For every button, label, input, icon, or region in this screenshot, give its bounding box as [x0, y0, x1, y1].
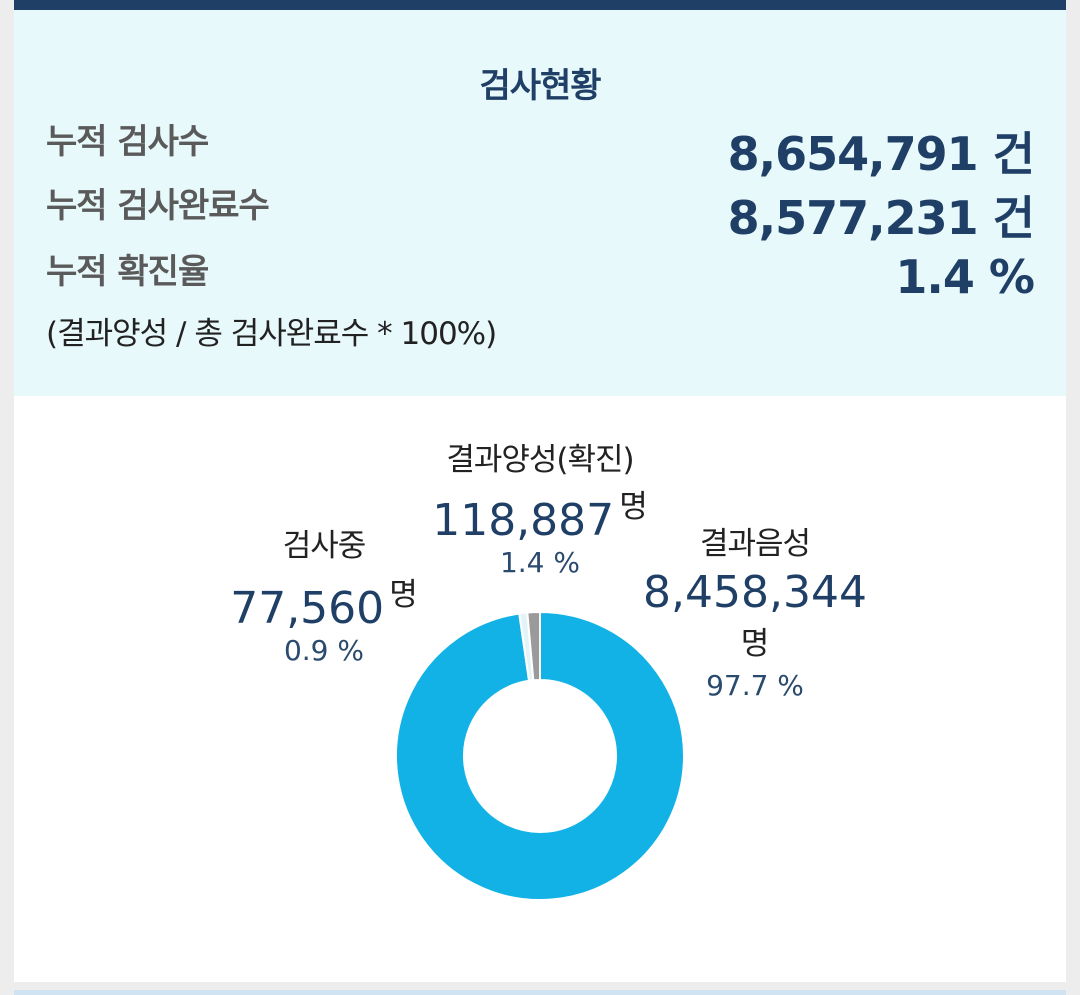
in-progress-percent: 0.9 % [283, 634, 365, 667]
in-progress-count: 77,560 [230, 583, 385, 634]
positive-percent: 1.4 % [499, 546, 581, 579]
panel-title: 검사현황 [479, 66, 601, 106]
bottom-strip [14, 990, 1066, 995]
positive-name: 결과양성(확진) [446, 442, 634, 478]
formula-note: (결과양성 / 총 검사완료수 * 100%) [46, 316, 497, 352]
positive-count: 118,887 [432, 495, 615, 546]
total-tests-label: 누적 검사수 [46, 122, 209, 162]
positive-unit: 명 [619, 489, 648, 525]
negative-unit: 명 [740, 626, 770, 662]
top-bar [14, 0, 1066, 10]
donut-svg [395, 610, 685, 901]
negative-count: 8,458,344 [643, 567, 867, 618]
result-donut-chart: 결과양성(확진) 118,887 명 1.4 % 검사중 77,560 명 0.… [14, 396, 1066, 982]
completed-tests-value: 8,577,231 건 [727, 191, 1035, 245]
positive-slice [526, 610, 541, 682]
negative-percent: 97.7 % [706, 669, 804, 702]
testing-status-card: 검사현황 누적 검사수 8,654,791 건 누적 검사완료수 8,577,2… [14, 0, 1066, 982]
positive-label-group: 결과양성(확진) 118,887 명 1.4 % [390, 434, 690, 579]
completed-tests-label: 누적 검사완료수 [46, 186, 270, 226]
negative-slice [395, 610, 685, 901]
summary-panel: 검사현황 누적 검사수 8,654,791 건 누적 검사완료수 8,577,2… [14, 10, 1066, 396]
in-progress-label-group: 검사중 77,560 명 0.9 % [214, 520, 434, 667]
positivity-rate-value: 1.4 % [895, 250, 1035, 304]
in-progress-name: 검사중 [282, 528, 367, 564]
negative-label-group: 결과음성 8,458,344 명 97.7 % [640, 518, 870, 702]
in-progress-unit: 명 [389, 577, 418, 613]
positivity-rate-label: 누적 확진율 [46, 252, 209, 292]
negative-name: 결과음성 [699, 526, 811, 562]
total-tests-value: 8,654,791 건 [727, 127, 1035, 181]
